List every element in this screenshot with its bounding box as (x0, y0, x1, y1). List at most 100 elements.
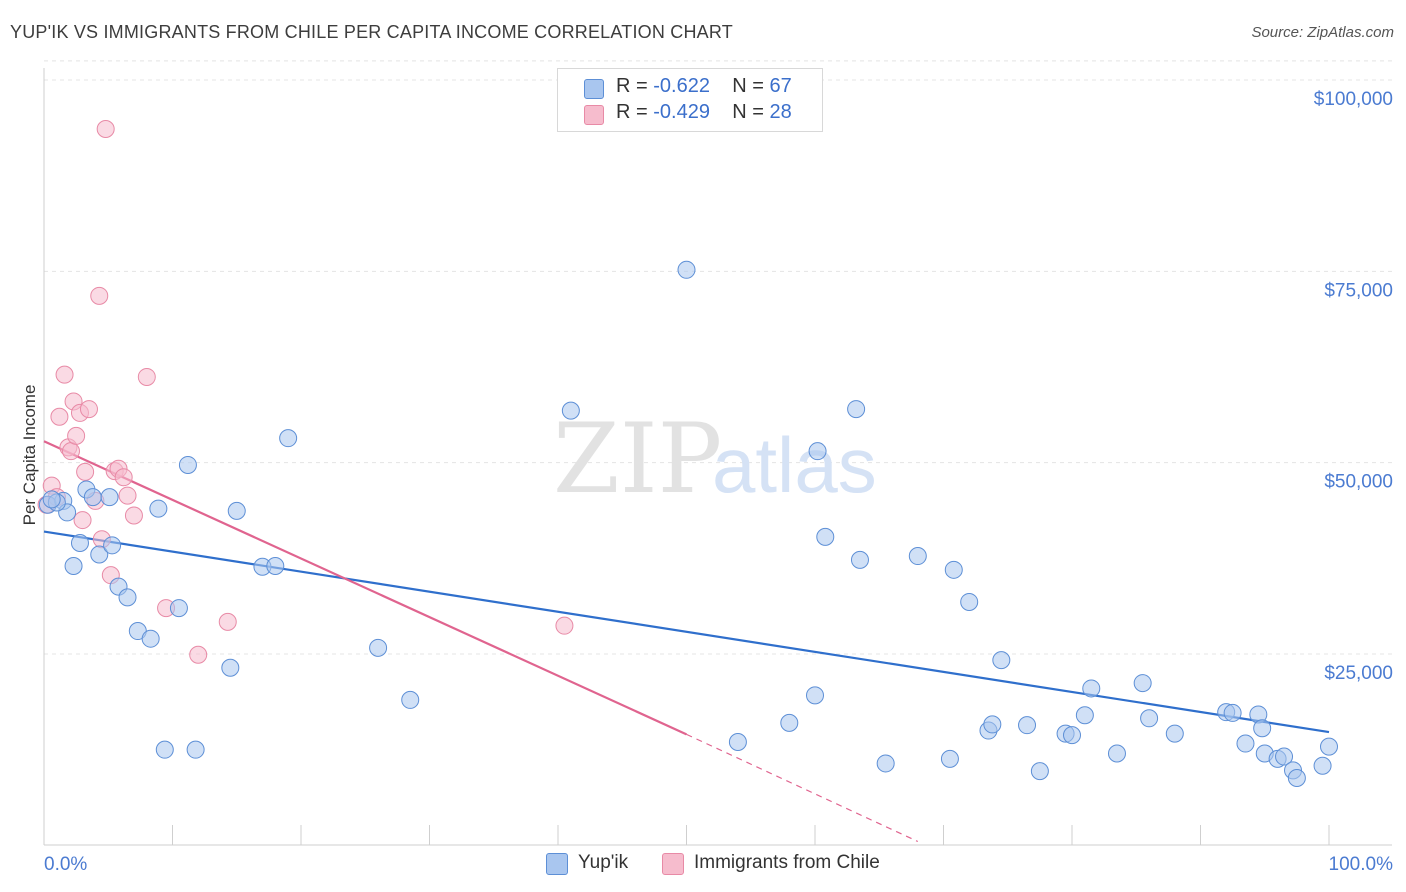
x-ticks (43, 825, 1330, 845)
chile-point (118, 486, 137, 505)
yupik-point (876, 754, 895, 773)
yupik-point (1107, 744, 1126, 763)
yupik-point (279, 429, 298, 448)
yupik-point (1236, 734, 1255, 753)
yupik-point (155, 740, 174, 759)
yupik-point (960, 592, 979, 611)
yupik-point (1320, 737, 1338, 756)
yupik-point (1165, 724, 1184, 743)
yupik-point (677, 260, 696, 279)
yupik-point (42, 490, 61, 509)
watermark-zip: ZIP (553, 403, 722, 515)
yupik-point (1063, 726, 1081, 745)
source-label: Source: ZipAtlas.com (1251, 24, 1394, 41)
chile-point (96, 119, 115, 138)
yupik-point (1223, 703, 1242, 722)
yupik-point (266, 556, 285, 575)
yupik-point (103, 536, 122, 555)
legend-n-label: N = (732, 101, 770, 123)
yupik-point (1140, 709, 1159, 728)
x-tick-label-right: 100.0% (1329, 854, 1394, 875)
watermark: ZIP atlas (553, 403, 877, 515)
yupik-point (1275, 747, 1294, 766)
yupik-point (992, 651, 1011, 670)
yupik-point (940, 749, 959, 768)
yupik-point (186, 740, 205, 759)
yupik-point (1313, 756, 1332, 775)
y-tick-label: $100,000 (1314, 89, 1393, 110)
yupik-point (806, 686, 824, 705)
yupik-point (908, 547, 927, 566)
legend-swatch-yupik (584, 79, 604, 99)
y-axis-label: Per Capita Income (20, 385, 39, 526)
yupik-point (816, 527, 835, 546)
chile-point (61, 442, 80, 461)
yupik-point (1075, 706, 1094, 725)
y-tick-label: $25,000 (1324, 663, 1393, 684)
chile-point (73, 511, 92, 530)
yupik-point (728, 733, 747, 752)
yupik-point (561, 401, 580, 420)
yupik-point (118, 588, 137, 607)
bottom-legend: Yup'ik Immigrants from Chile (546, 852, 926, 876)
chile-point (114, 468, 133, 487)
yupik-point (1287, 768, 1306, 787)
watermark-atlas: atlas (712, 421, 877, 509)
yupik-point (141, 629, 160, 648)
chile-point (90, 286, 109, 305)
yupik-point (369, 638, 388, 657)
yupik-point (90, 545, 109, 564)
legend-r-label: R = (616, 75, 654, 97)
bottom-legend-swatch-yupik (546, 853, 568, 875)
yupik-point (169, 599, 188, 618)
yupik-point (1018, 716, 1037, 735)
yupik-point (1030, 762, 1049, 781)
yupik-point (847, 400, 866, 419)
yupik-point (70, 534, 89, 553)
legend-n-value: 28 (769, 101, 792, 123)
yupik-point (64, 556, 83, 575)
chart-title: YUP'IK VS IMMIGRANTS FROM CHILE PER CAPI… (10, 22, 733, 42)
legend-text-chile: R = -0.429 N = 28 (616, 101, 792, 124)
legend-r-label: R = (616, 101, 654, 123)
legend-text-yupik: R = -0.622 N = 67 (616, 75, 792, 98)
yupik-point (178, 455, 197, 474)
yupik-point (83, 488, 102, 507)
yupik-point (1133, 674, 1152, 693)
trend-line-chile (43, 440, 687, 736)
bottom-legend-label-chile: Immigrants from Chile (694, 852, 880, 873)
axes (43, 68, 1392, 846)
x-tick-label-left: 0.0% (44, 854, 87, 875)
trend-line-chile-extension (686, 733, 919, 843)
chile-point (218, 612, 237, 631)
yupik-point (1082, 679, 1101, 698)
yupik-point (149, 499, 168, 518)
legend-r-value: -0.429 (653, 101, 710, 123)
chile-point (555, 616, 574, 635)
legend-n-value: 67 (769, 75, 792, 97)
chile-point (137, 367, 156, 386)
yupik-point (944, 560, 963, 579)
yupik-point (401, 690, 420, 709)
yupik-point (850, 550, 869, 569)
y-tick-label: $75,000 (1324, 280, 1393, 301)
legend: R = -0.622 N = 67 R = -0.429 N = 28 (557, 68, 823, 132)
yupik-points (38, 260, 1338, 787)
chile-point (189, 645, 208, 664)
gridlines (44, 60, 1392, 655)
yupik-point (808, 442, 827, 461)
chile-point (124, 506, 143, 525)
yupik-point (227, 501, 246, 520)
chile-point (55, 365, 74, 384)
chile-point (79, 400, 98, 419)
y-tick-labels: $25,000 $50,000 $75,000 $100,000 (1314, 89, 1393, 684)
y-tick-label: $50,000 (1324, 472, 1393, 493)
yupik-point (780, 713, 799, 732)
bottom-legend-swatch-chile (662, 853, 684, 875)
bottom-legend-label-yupik: Yup'ik (578, 852, 629, 873)
legend-swatch-chile (584, 105, 604, 125)
trend-line-yupik (43, 530, 1330, 734)
yupik-point (100, 488, 119, 507)
yupik-point (221, 658, 240, 677)
